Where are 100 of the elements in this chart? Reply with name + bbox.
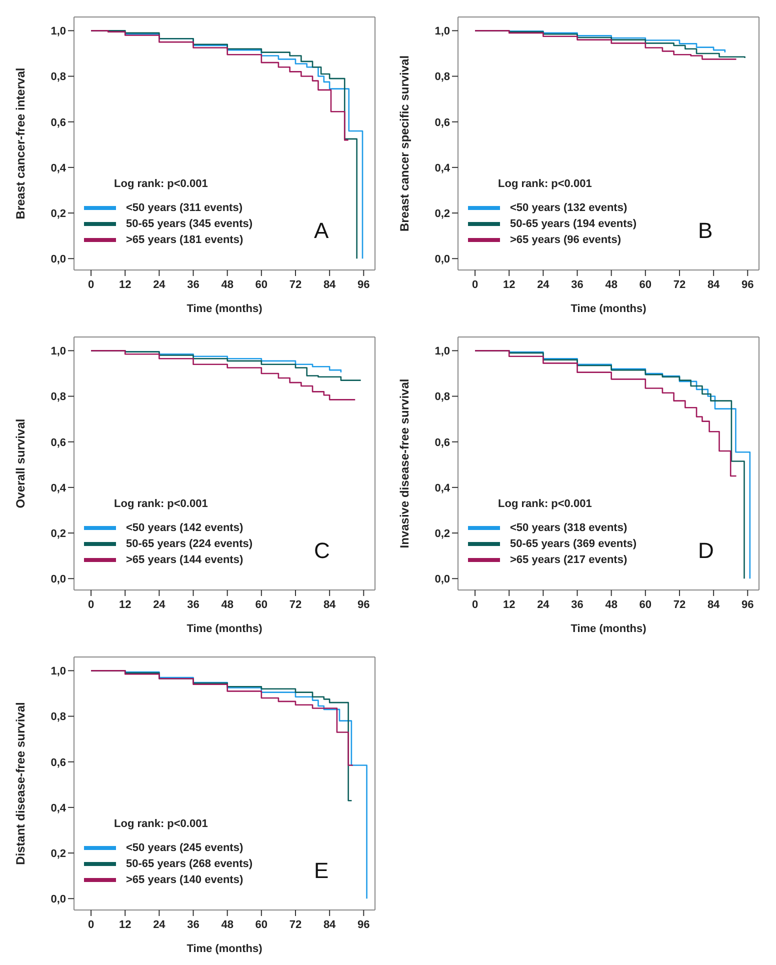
y-tick-label: 0,0 [50, 254, 66, 266]
annotation: Log rank: p<0.001 [498, 178, 592, 190]
x-tick-label: 36 [571, 598, 584, 611]
legend-label: >65 years (96 events) [510, 234, 621, 246]
y-tick-label: 1,0 [50, 346, 66, 358]
y-tick-label: 0,6 [434, 436, 450, 449]
x-tick-label: 96 [358, 598, 370, 611]
y-tick-label: 1,0 [50, 26, 66, 38]
x-tick-label: 24 [537, 278, 550, 291]
x-tick-label: 24 [153, 598, 166, 611]
legend-label: <50 years (245 events) [126, 842, 244, 854]
y-tick-label: 1,0 [434, 26, 450, 38]
legend-label: 50-65 years (194 events) [510, 218, 637, 230]
y-tick-label: 0,8 [50, 711, 66, 724]
x-tick-label: 60 [639, 598, 652, 611]
x-tick-label: 60 [255, 918, 268, 931]
x-tick-label: 36 [187, 278, 200, 291]
x-tick-label: 24 [537, 598, 550, 611]
y-tick-label: 0,2 [434, 528, 450, 540]
x-tick-label: 0 [472, 598, 478, 611]
x-tick-label: 96 [742, 598, 754, 611]
legend-label: >65 years (181 events) [126, 234, 244, 246]
y-tick-label: 0,0 [50, 574, 66, 586]
y-tick-label: 0,6 [50, 756, 66, 769]
y-tick-label: 0,4 [50, 802, 67, 814]
x-axis-title: Time (months) [570, 303, 647, 315]
legend-label: 50-65 years (224 events) [126, 538, 253, 550]
annotation: B [698, 218, 713, 244]
x-tick-label: 84 [323, 918, 337, 931]
legend-label: <50 years (318 events) [510, 522, 628, 534]
legend-label: >65 years (140 events) [126, 874, 244, 886]
y-tick-label: 0,8 [434, 391, 450, 404]
x-axis-title: Time (months) [186, 623, 263, 635]
y-tick-label: 0,4 [434, 162, 451, 174]
annotation: D [698, 538, 714, 564]
y-tick-label: 0,8 [434, 71, 450, 84]
x-tick-label: 36 [571, 278, 584, 291]
y-tick-label: 0,4 [50, 482, 67, 494]
x-tick-label: 36 [187, 598, 200, 611]
y-axis-title: Breast cancer-free interval [13, 68, 28, 220]
x-tick-label: 96 [742, 278, 754, 291]
x-tick-label: 60 [255, 598, 268, 611]
legend-label: >65 years (217 events) [510, 554, 628, 566]
y-axis-title: Distant disease-free survival [13, 702, 28, 865]
x-tick-label: 36 [187, 918, 200, 931]
x-tick-label: 84 [323, 598, 337, 611]
y-tick-label: 0,2 [50, 528, 66, 540]
y-tick-label: 0,0 [50, 894, 66, 906]
legend-label: 50-65 years (268 events) [126, 858, 253, 870]
x-tick-label: 48 [221, 598, 234, 611]
annotation: Log rank: p<0.001 [498, 498, 592, 510]
x-tick-label: 84 [323, 278, 337, 291]
legend-label: 50-65 years (345 events) [126, 218, 253, 230]
x-tick-label: 60 [639, 278, 652, 291]
annotation: A [314, 218, 329, 244]
x-tick-label: 72 [289, 918, 302, 931]
x-tick-label: 12 [118, 918, 132, 931]
x-tick-label: 12 [118, 598, 132, 611]
y-axis-title: Breast cancer specific survival [397, 55, 412, 232]
y-tick-label: 0,2 [50, 208, 66, 220]
x-tick-label: 0 [88, 598, 94, 611]
x-tick-label: 0 [472, 278, 478, 291]
legend-label: <50 years (142 events) [126, 522, 244, 534]
y-axis-title: Overall survival [13, 418, 28, 508]
x-tick-label: 84 [707, 278, 721, 291]
y-tick-label: 0,4 [50, 162, 67, 174]
y-tick-label: 1,0 [434, 346, 450, 358]
x-tick-label: 0 [88, 278, 94, 291]
y-tick-label: 0,2 [50, 848, 66, 860]
x-tick-label: 72 [673, 278, 686, 291]
x-tick-label: 12 [118, 278, 132, 291]
annotation: Log rank: p<0.001 [114, 818, 208, 830]
annotation: C [314, 538, 330, 564]
x-tick-label: 0 [88, 918, 94, 931]
y-tick-label: 0,8 [50, 391, 66, 404]
y-tick-label: 0,6 [50, 116, 66, 129]
y-tick-label: 0,0 [434, 254, 450, 266]
x-axis-title: Time (months) [186, 943, 263, 955]
x-tick-label: 84 [707, 598, 721, 611]
x-tick-label: 96 [358, 278, 370, 291]
x-tick-label: 12 [502, 278, 516, 291]
annotation: Log rank: p<0.001 [114, 498, 208, 510]
legend-label: <50 years (311 events) [126, 202, 243, 214]
x-tick-label: 72 [673, 598, 686, 611]
x-tick-label: 96 [358, 918, 370, 931]
x-tick-label: 48 [605, 598, 618, 611]
x-tick-label: 48 [221, 918, 234, 931]
legend-label: 50-65 years (369 events) [510, 538, 637, 550]
x-tick-label: 72 [289, 598, 302, 611]
annotation: E [314, 858, 329, 884]
x-tick-label: 24 [153, 918, 166, 931]
x-tick-label: 72 [289, 278, 302, 291]
legend-label: >65 years (144 events) [126, 554, 244, 566]
x-tick-label: 60 [255, 278, 268, 291]
y-tick-label: 0,6 [434, 116, 450, 129]
y-tick-label: 0,0 [434, 574, 450, 586]
x-axis-title: Time (months) [570, 623, 647, 635]
y-tick-label: 1,0 [50, 666, 66, 678]
y-tick-label: 0,8 [50, 71, 66, 84]
legend-label: <50 years (132 events) [510, 202, 628, 214]
